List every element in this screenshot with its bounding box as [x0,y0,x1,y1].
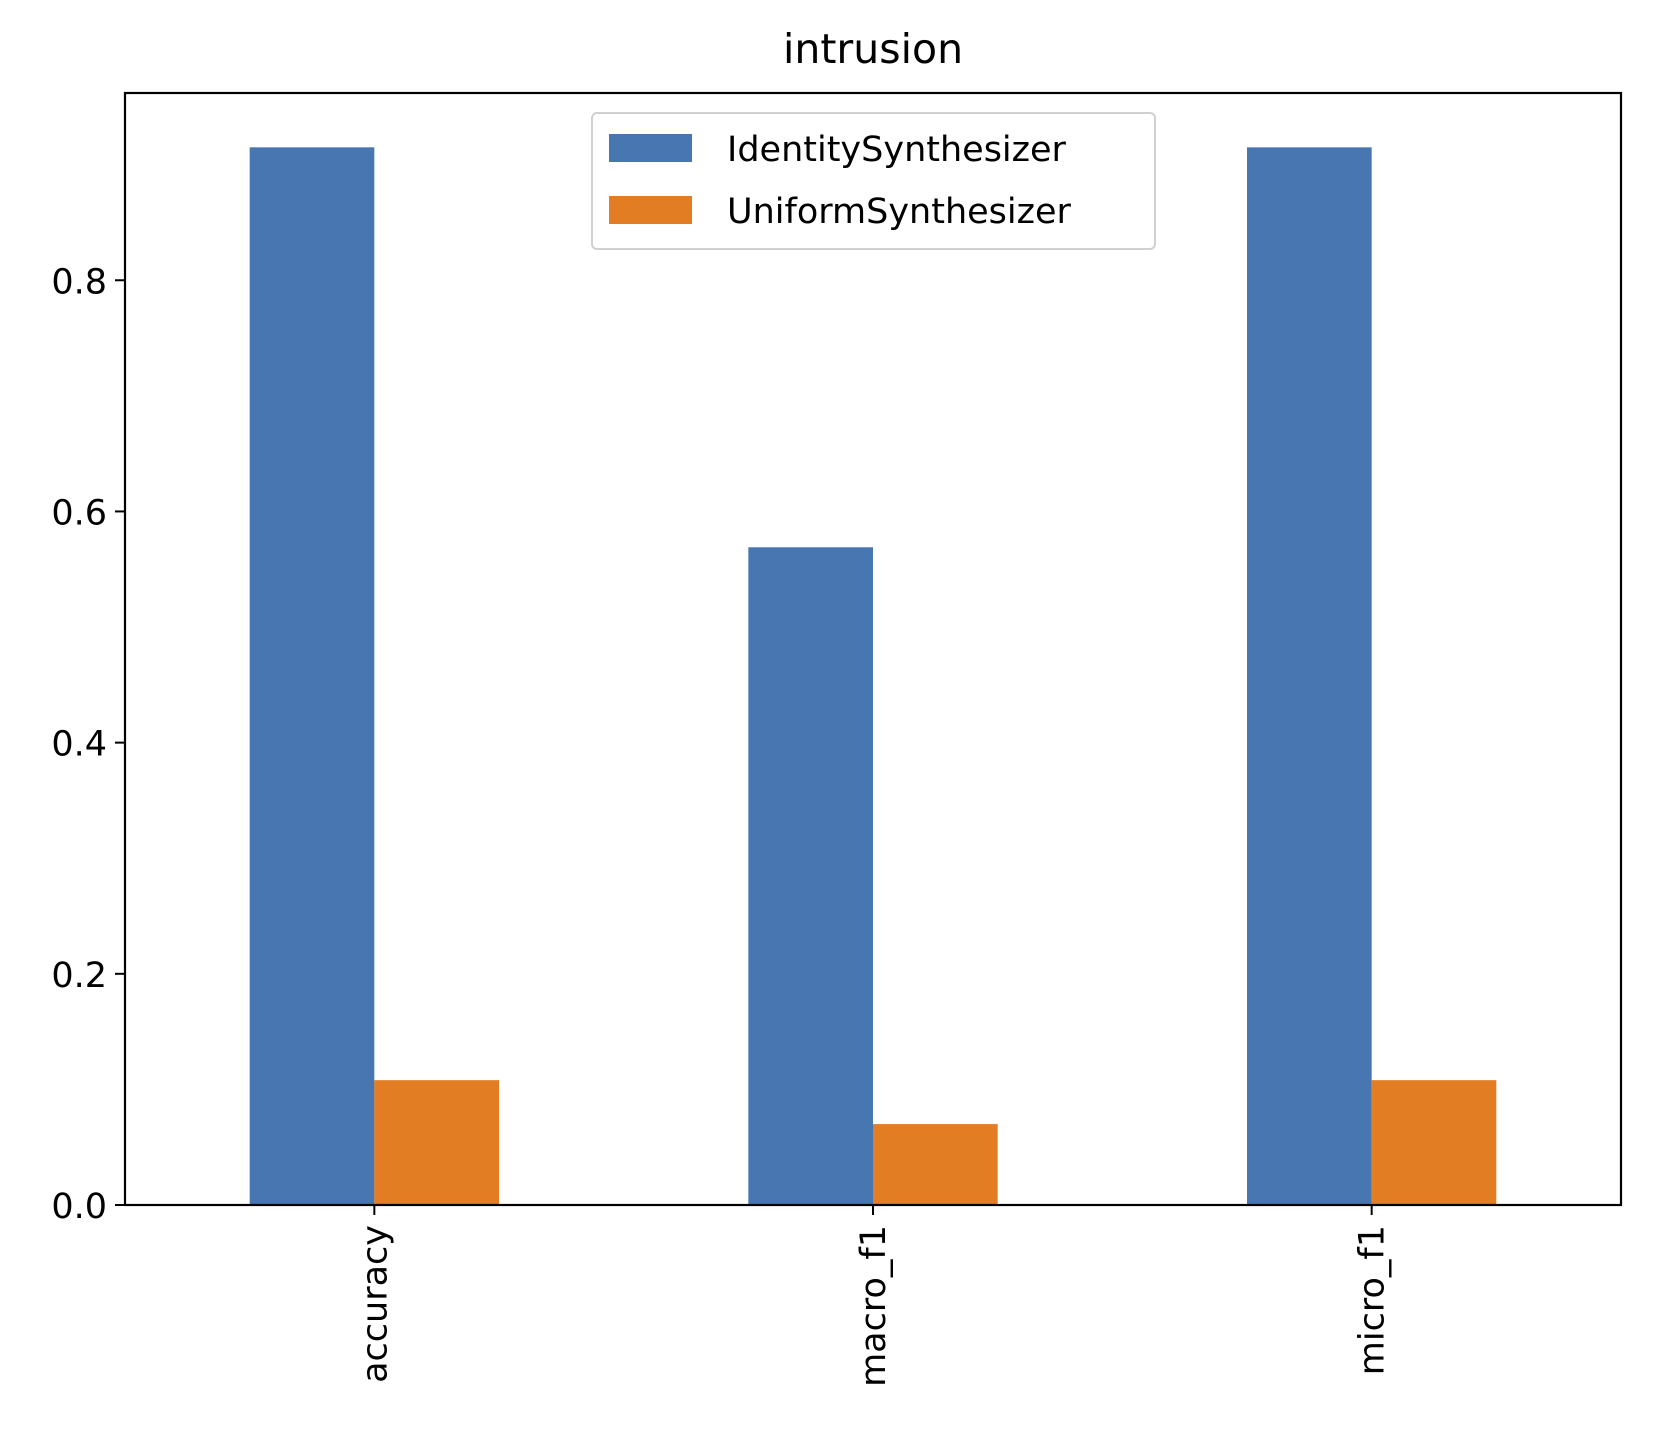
legend: IdentitySynthesizer UniformSynthesizer [591,112,1156,250]
bar-UniformSynthesizer-macro_f1 [873,1124,998,1205]
x-tick-label: macro_f1 [854,1225,894,1387]
bar-UniformSynthesizer-micro_f1 [1371,1080,1497,1205]
bars-group [249,147,1497,1205]
legend-label: IdentitySynthesizer [727,130,1067,170]
x-axis: accuracy macro_f1 micro_f1 [355,1205,1393,1387]
y-tick-label: 0.2 [51,956,107,996]
legend-label: UniformSynthesizer [727,192,1072,232]
bar-UniformSynthesizer-accuracy [374,1080,499,1205]
bar-IdentitySynthesizer-accuracy [249,147,375,1205]
x-tick-label: accuracy [355,1225,395,1383]
legend-box [591,112,1156,250]
y-tick-label: 0.0 [51,1187,107,1227]
y-tick-label: 0.8 [51,262,107,302]
y-tick-label: 0.4 [51,725,107,765]
bar-IdentitySynthesizer-macro_f1 [748,547,873,1205]
chart-title: intrusion [783,25,963,73]
y-tick-label: 0.6 [51,493,107,533]
bar-IdentitySynthesizer-micro_f1 [1247,147,1372,1205]
legend-swatch [609,196,692,224]
x-tick-label: micro_f1 [1353,1225,1393,1375]
legend-swatch [609,134,692,162]
y-axis: 0.0 0.2 0.4 0.6 0.8 [51,262,125,1227]
